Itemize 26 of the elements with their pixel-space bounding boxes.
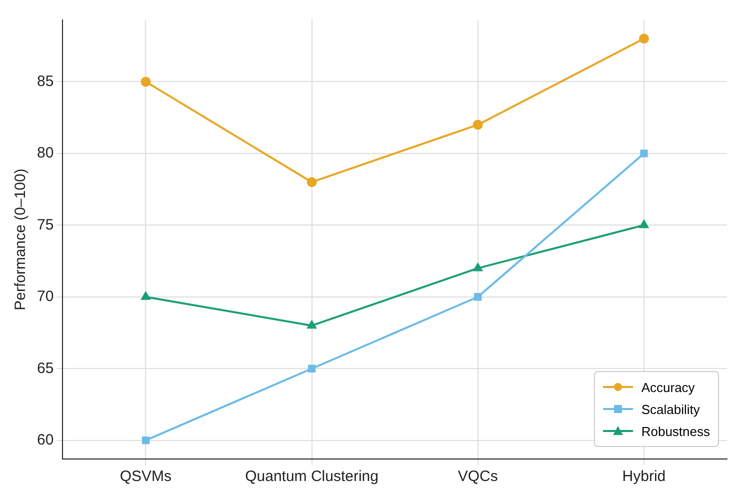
point [639, 220, 648, 228]
legend-label: Robustness [641, 424, 710, 438]
point [473, 263, 482, 272]
y-tick-label: 60 [36, 431, 54, 448]
y-tick-label: 65 [36, 360, 54, 377]
point [638, 34, 649, 44]
x-tick-label: VQCs [458, 468, 498, 486]
y-axis-title: Performance (0–100) [12, 168, 30, 310]
point [472, 120, 483, 130]
point [140, 76, 151, 87]
point [474, 293, 482, 301]
y-tick-label: 75 [36, 216, 54, 234]
y-tick-label: 70 [36, 288, 54, 306]
y-tick-label: 85 [36, 72, 54, 90]
point [307, 320, 316, 329]
x-tick-label: Quantum Clustering [245, 468, 379, 486]
legend-label: Accuracy [641, 380, 695, 394]
x-tick-label: QSVMs [120, 468, 172, 486]
point [308, 364, 316, 372]
x-tick-label: Hybrid [622, 468, 666, 486]
point [141, 292, 150, 300]
y-tick-label: 80 [36, 144, 54, 162]
point [640, 150, 648, 158]
point [306, 177, 317, 188]
point [142, 436, 150, 444]
legend-label: Scalability [641, 402, 700, 416]
